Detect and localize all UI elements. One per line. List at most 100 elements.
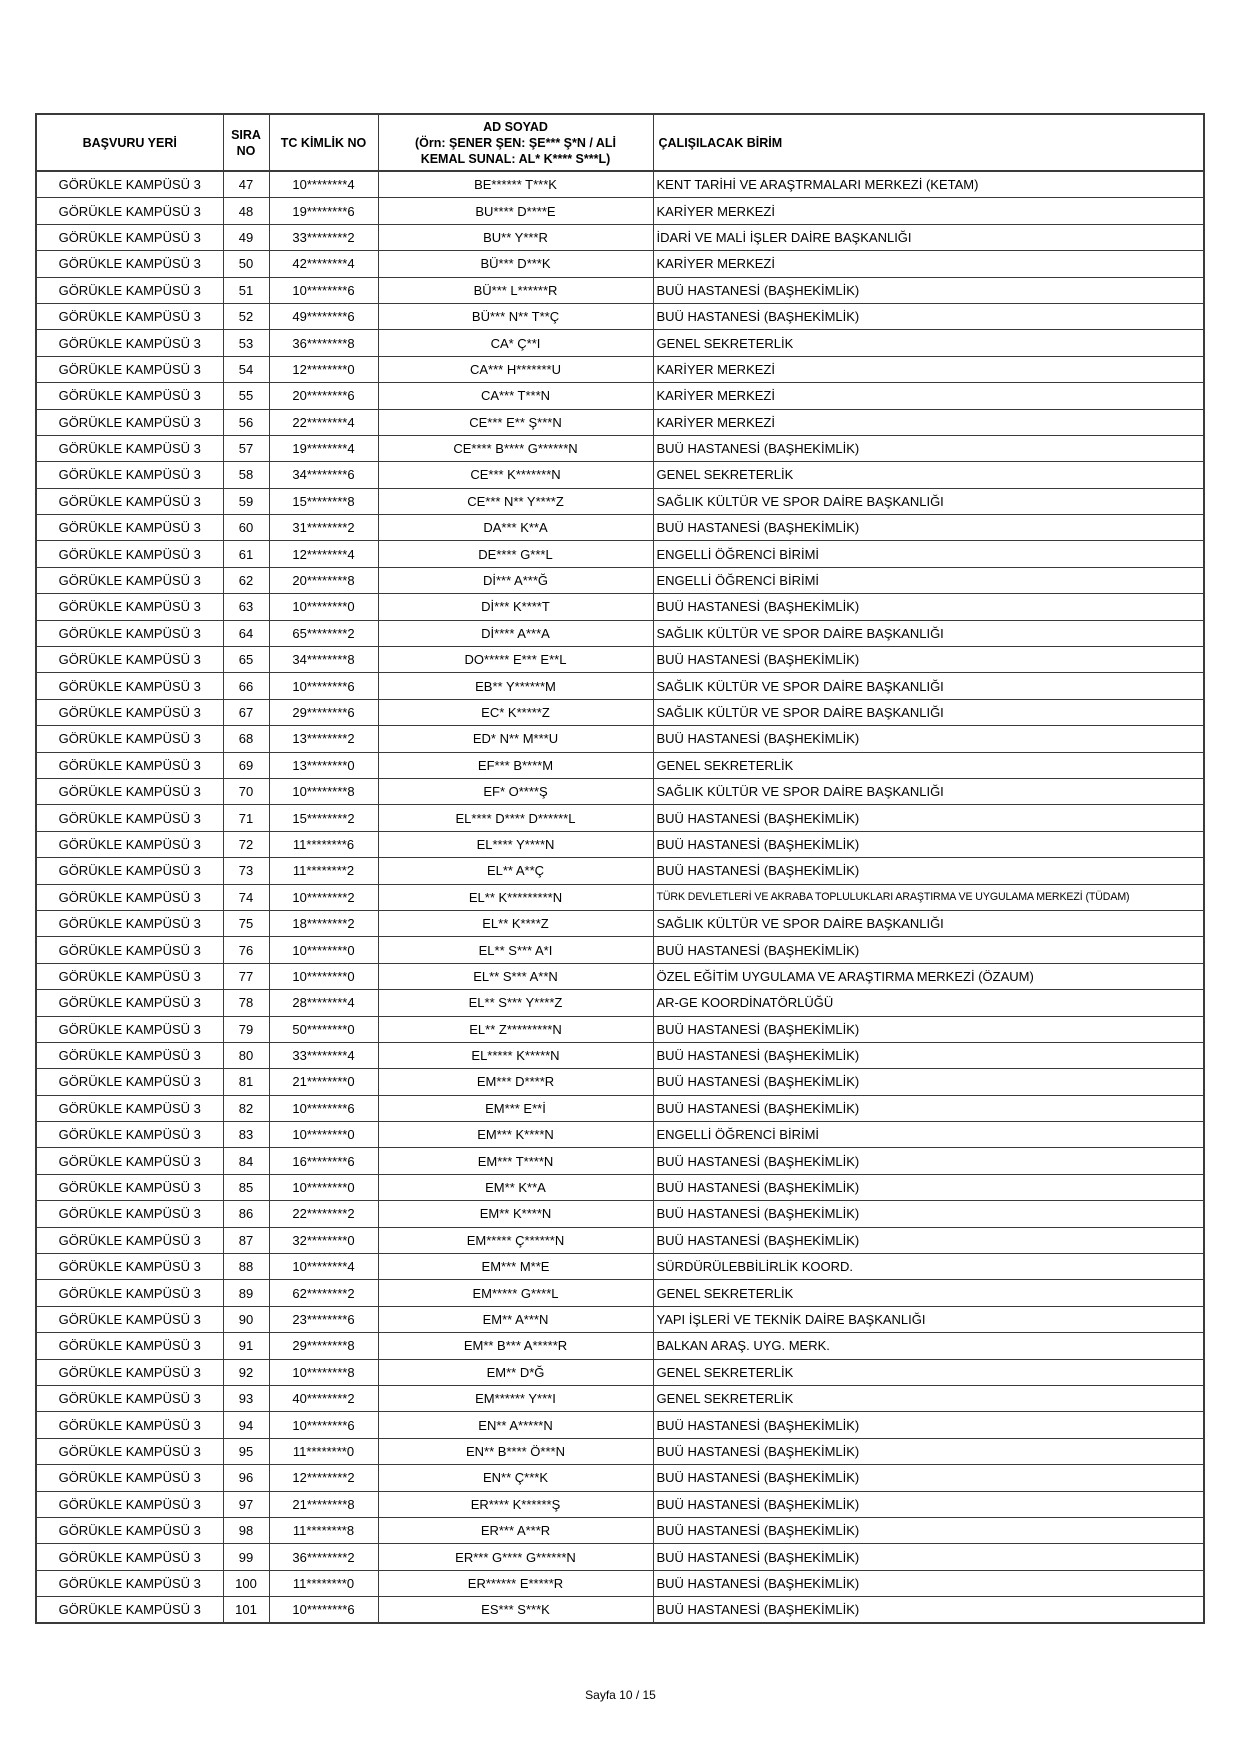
cell-tc-kimlik-no: 36********8 [268,329,379,357]
cell-tc-kimlik-no: 11********2 [268,857,379,885]
table-row: GÖRÜKLE KAMPÜSÜ 3 84 16********6 EM*** T… [35,1147,1205,1175]
cell-basvuru-yeri: GÖRÜKLE KAMPÜSÜ 3 [35,1332,224,1360]
cell-tc-kimlik-no: 49********6 [268,302,379,331]
cell-calisilacak-birim: SAĞLIK KÜLTÜR VE SPOR DAİRE BAŞKANLIĞI [652,487,1205,516]
cell-ad-soyad: BÜ*** L******R [377,276,654,304]
cell-tc-kimlik-no: 11********6 [268,830,379,859]
cell-tc-kimlik-no: 20********6 [268,382,379,410]
cell-basvuru-yeri: GÖRÜKLE KAMPÜSÜ 3 [35,804,224,832]
cell-ad-soyad: EN** A*****N [377,1411,654,1439]
table-row: GÖRÜKLE KAMPÜSÜ 3 88 10********4 EM*** M… [35,1253,1205,1281]
cell-calisilacak-birim: KARİYER MERKEZİ [652,197,1205,225]
cell-tc-kimlik-no: 11********8 [268,1516,379,1545]
table-row: GÖRÜKLE KAMPÜSÜ 3 59 15********8 CE*** N… [35,487,1205,516]
cell-sira-no: 61 [222,540,270,568]
cell-tc-kimlik-no: 65********2 [268,619,379,648]
cell-tc-kimlik-no: 22********2 [268,1200,379,1228]
cell-sira-no: 72 [222,830,270,859]
cell-basvuru-yeri: GÖRÜKLE KAMPÜSÜ 3 [35,540,224,568]
cell-calisilacak-birim: KENT TARİHİ VE ARAŞTRMALARI MERKEZİ (KET… [652,170,1205,199]
cell-tc-kimlik-no: 10********0 [268,962,379,991]
cell-ad-soyad: CA* Ç**I [377,329,654,357]
cell-sira-no: 64 [222,619,270,648]
table-row: GÖRÜKLE KAMPÜSÜ 3 80 33********4 EL*****… [35,1041,1205,1070]
cell-calisilacak-birim: BUÜ HASTANESİ (BAŞHEKİMLİK) [652,1464,1205,1492]
cell-calisilacak-birim: BUÜ HASTANESİ (BAŞHEKİMLİK) [652,1173,1205,1202]
table-row: GÖRÜKLE KAMPÜSÜ 3 86 22********2 EM** K*… [35,1200,1205,1228]
table-row: GÖRÜKLE KAMPÜSÜ 3 73 11********2 EL** A*… [35,857,1205,885]
table-row: GÖRÜKLE KAMPÜSÜ 3 85 10********0 EM** K*… [35,1173,1205,1202]
cell-ad-soyad: DE**** G***L [377,540,654,568]
cell-ad-soyad: EM*** K****N [377,1121,654,1149]
table-row: GÖRÜKLE KAMPÜSÜ 3 87 32********0 EM*****… [35,1226,1205,1255]
cell-sira-no: 57 [222,434,270,463]
cell-sira-no: 84 [222,1147,270,1175]
cell-sira-no: 58 [222,461,270,489]
cell-calisilacak-birim: BUÜ HASTANESİ (BAŞHEKİMLİK) [652,646,1205,674]
cell-tc-kimlik-no: 50********0 [268,1015,379,1043]
cell-ad-soyad: BU** Y***R [377,223,654,252]
cell-sira-no: 87 [222,1226,270,1255]
cell-basvuru-yeri: GÖRÜKLE KAMPÜSÜ 3 [35,1121,224,1149]
cell-ad-soyad: EF*** B****M [377,751,654,779]
table-row: GÖRÜKLE KAMPÜSÜ 3 98 11********8 ER*** A… [35,1516,1205,1545]
cell-calisilacak-birim: BUÜ HASTANESİ (BAŞHEKİMLİK) [652,1411,1205,1439]
cell-tc-kimlik-no: 10********0 [268,593,379,621]
cell-sira-no: 97 [222,1490,270,1518]
cell-tc-kimlik-no: 12********2 [268,1464,379,1492]
cell-tc-kimlik-no: 34********6 [268,461,379,489]
cell-calisilacak-birim: YAPI İŞLERİ VE TEKNİK DAİRE BAŞKANLIĞI [652,1305,1205,1334]
cell-calisilacak-birim: BUÜ HASTANESİ (BAŞHEKİMLİK) [652,434,1205,463]
cell-ad-soyad: EM*** E**İ [377,1094,654,1123]
cell-basvuru-yeri: GÖRÜKLE KAMPÜSÜ 3 [35,1543,224,1571]
cell-basvuru-yeri: GÖRÜKLE KAMPÜSÜ 3 [35,1411,224,1439]
cell-basvuru-yeri: GÖRÜKLE KAMPÜSÜ 3 [35,1437,224,1466]
cell-basvuru-yeri: GÖRÜKLE KAMPÜSÜ 3 [35,1516,224,1545]
cell-tc-kimlik-no: 15********8 [268,487,379,516]
cell-sira-no: 56 [222,408,270,436]
cell-basvuru-yeri: GÖRÜKLE KAMPÜSÜ 3 [35,1253,224,1281]
cell-sira-no: 95 [222,1437,270,1466]
cell-tc-kimlik-no: 36********2 [268,1543,379,1571]
table-row: GÖRÜKLE KAMPÜSÜ 3 56 22********4 CE*** E… [35,408,1205,436]
cell-ad-soyad: CE*** E** Ş***N [377,408,654,436]
cell-ad-soyad: EL** Z*********N [377,1015,654,1043]
cell-tc-kimlik-no: 33********4 [268,1041,379,1070]
cell-tc-kimlik-no: 10********6 [268,1411,379,1439]
cell-calisilacak-birim: BUÜ HASTANESİ (BAŞHEKİMLİK) [652,1596,1205,1624]
cell-ad-soyad: EN** B**** Ö***N [377,1437,654,1466]
cell-calisilacak-birim: KARİYER MERKEZİ [652,355,1205,384]
header-sira-no: SIRA NO [222,113,270,172]
cell-calisilacak-birim: SAĞLIK KÜLTÜR VE SPOR DAİRE BAŞKANLIĞI [652,909,1205,938]
table-row: GÖRÜKLE KAMPÜSÜ 3 76 10********0 EL** S*… [35,936,1205,964]
cell-ad-soyad: DO***** E*** E**L [377,646,654,674]
cell-ad-soyad: EM***** G****L [377,1279,654,1307]
cell-tc-kimlik-no: 21********0 [268,1068,379,1096]
table-row: GÖRÜKLE KAMPÜSÜ 3 62 20********8 Dİ*** A… [35,566,1205,595]
cell-tc-kimlik-no: 31********2 [268,514,379,542]
cell-basvuru-yeri: GÖRÜKLE KAMPÜSÜ 3 [35,1226,224,1255]
cell-basvuru-yeri: GÖRÜKLE KAMPÜSÜ 3 [35,1147,224,1175]
cell-ad-soyad: ED* N** M***U [377,725,654,753]
cell-tc-kimlik-no: 10********0 [268,1173,379,1202]
cell-tc-kimlik-no: 12********4 [268,540,379,568]
table-row: GÖRÜKLE KAMPÜSÜ 3 51 10********6 BÜ*** L… [35,276,1205,304]
cell-ad-soyad: EN** Ç***K [377,1464,654,1492]
cell-ad-soyad: Dİ*** A***Ğ [377,566,654,595]
cell-sira-no: 101 [222,1596,270,1624]
cell-basvuru-yeri: GÖRÜKLE KAMPÜSÜ 3 [35,487,224,516]
cell-ad-soyad: EB** Y******M [377,672,654,700]
table-row: GÖRÜKLE KAMPÜSÜ 3 55 20********6 CA*** T… [35,382,1205,410]
cell-calisilacak-birim: SAĞLIK KÜLTÜR VE SPOR DAİRE BAŞKANLIĞI [652,619,1205,648]
cell-sira-no: 90 [222,1305,270,1334]
cell-calisilacak-birim: BUÜ HASTANESİ (BAŞHEKİMLİK) [652,1569,1205,1598]
cell-sira-no: 59 [222,487,270,516]
cell-sira-no: 74 [222,883,270,911]
cell-sira-no: 98 [222,1516,270,1545]
cell-basvuru-yeri: GÖRÜKLE KAMPÜSÜ 3 [35,698,224,727]
cell-sira-no: 86 [222,1200,270,1228]
cell-calisilacak-birim: GENEL SEKRETERLİK [652,1279,1205,1307]
cell-calisilacak-birim: KARİYER MERKEZİ [652,382,1205,410]
header-basvuru-yeri: BAŞVURU YERİ [35,113,224,172]
